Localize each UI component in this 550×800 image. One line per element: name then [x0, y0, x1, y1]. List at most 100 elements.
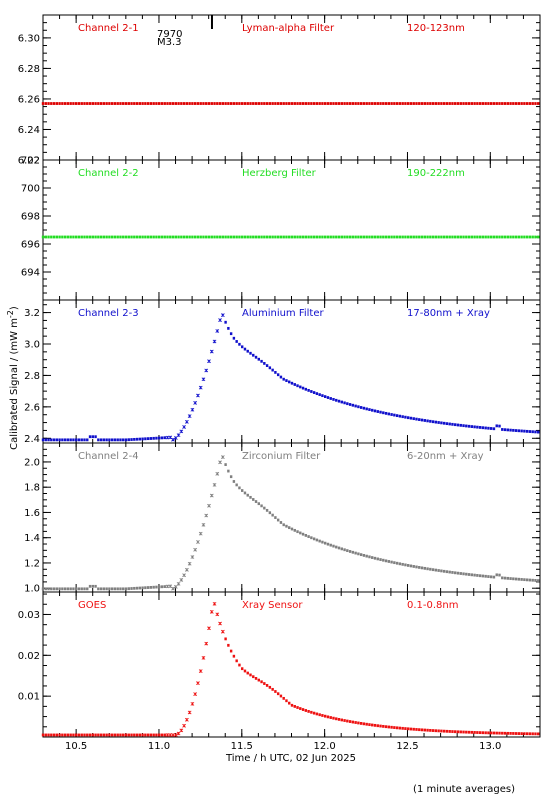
data-point	[451, 422, 454, 426]
data-point	[365, 102, 368, 105]
data-point	[368, 555, 371, 559]
data-point	[528, 430, 532, 433]
data-point	[190, 407, 195, 412]
data-point	[220, 313, 225, 318]
data-point	[88, 435, 92, 439]
data-point	[88, 102, 92, 105]
data-point	[423, 235, 426, 239]
data-point	[238, 663, 241, 667]
data-point	[343, 719, 346, 722]
data-point	[501, 428, 504, 431]
data-point	[293, 102, 296, 105]
data-point	[240, 489, 244, 492]
data-point	[240, 667, 244, 671]
data-point	[520, 429, 523, 433]
data-point	[467, 730, 471, 734]
data-point	[312, 235, 316, 239]
data-point	[534, 235, 537, 239]
data-point	[55, 733, 59, 737]
y-tick-label: 694	[21, 268, 40, 279]
data-point	[492, 575, 496, 579]
data-point	[91, 102, 94, 105]
data-point	[509, 577, 512, 580]
data-point	[492, 427, 496, 431]
data-point	[173, 584, 178, 589]
series-4	[41, 455, 540, 591]
data-point	[157, 585, 161, 589]
data-point	[481, 731, 485, 735]
y-tick-label: 1.6	[24, 508, 40, 519]
data-point	[412, 417, 415, 421]
data-point	[285, 235, 288, 239]
data-point	[72, 438, 75, 442]
data-point	[434, 568, 438, 572]
data-point	[299, 385, 302, 389]
data-point	[113, 438, 117, 442]
data-point	[254, 676, 258, 680]
data-point	[326, 715, 330, 719]
data-point	[415, 102, 418, 105]
data-point	[102, 587, 106, 591]
x-tick-label: 13.0	[479, 741, 501, 752]
data-point	[423, 566, 426, 570]
y-tick-label: 2.8	[24, 371, 40, 382]
data-point	[80, 587, 83, 591]
data-point	[365, 722, 368, 726]
data-point	[58, 102, 61, 105]
data-point	[105, 102, 108, 105]
data-point	[212, 339, 217, 344]
data-point	[282, 102, 285, 105]
data-point	[52, 733, 56, 737]
data-point	[420, 235, 424, 239]
data-point	[146, 733, 150, 737]
data-point	[138, 733, 142, 737]
data-point	[229, 649, 233, 653]
data-point	[63, 733, 67, 737]
data-point	[204, 368, 209, 373]
data-point	[420, 102, 424, 105]
data-point	[478, 235, 482, 239]
data-point	[227, 102, 230, 105]
data-point	[149, 235, 153, 239]
data-point	[41, 235, 45, 239]
y-tick-label: 1.2	[24, 558, 40, 569]
data-point	[489, 235, 493, 239]
data-point	[138, 102, 142, 105]
data-point	[288, 380, 291, 384]
data-point	[44, 235, 47, 239]
data-point	[293, 235, 296, 239]
y-tick-label: 6.28	[18, 64, 40, 75]
x-tick-label: 10.5	[65, 741, 87, 752]
panel-3: 2.4 2.6 2.8 3.0 3.2 Channel 2-3 Aluminium Filt…	[24, 299, 541, 445]
data-point	[371, 408, 374, 412]
data-point	[246, 671, 249, 675]
data-point	[102, 235, 106, 239]
data-point	[108, 102, 111, 105]
y-tick-label: 0.02	[18, 651, 40, 662]
panel-5: 0.01 0.02 0.03 10.5 11.0 11.5 12.0 12.5 13.0 GOES…	[18, 591, 541, 752]
data-point	[196, 540, 200, 544]
data-point	[423, 728, 426, 732]
data-point	[307, 535, 310, 538]
data-point	[157, 102, 161, 105]
data-point	[199, 235, 202, 239]
data-point	[50, 235, 53, 239]
data-point	[260, 680, 263, 684]
data-point	[307, 102, 310, 105]
data-point	[301, 386, 305, 390]
data-point	[173, 733, 178, 737]
x-tick-label: 12.0	[314, 741, 336, 752]
data-point	[387, 102, 391, 105]
data-point	[406, 102, 410, 105]
data-point	[191, 235, 194, 239]
filter-label: Lyman-alpha Filter	[242, 23, 335, 34]
data-point	[88, 733, 92, 737]
data-point	[321, 102, 324, 105]
data-point	[296, 102, 299, 105]
data-point	[390, 102, 393, 105]
data-point	[476, 731, 479, 734]
data-point	[207, 626, 211, 631]
data-point	[249, 673, 252, 677]
data-point	[207, 235, 211, 239]
data-point	[487, 731, 490, 735]
